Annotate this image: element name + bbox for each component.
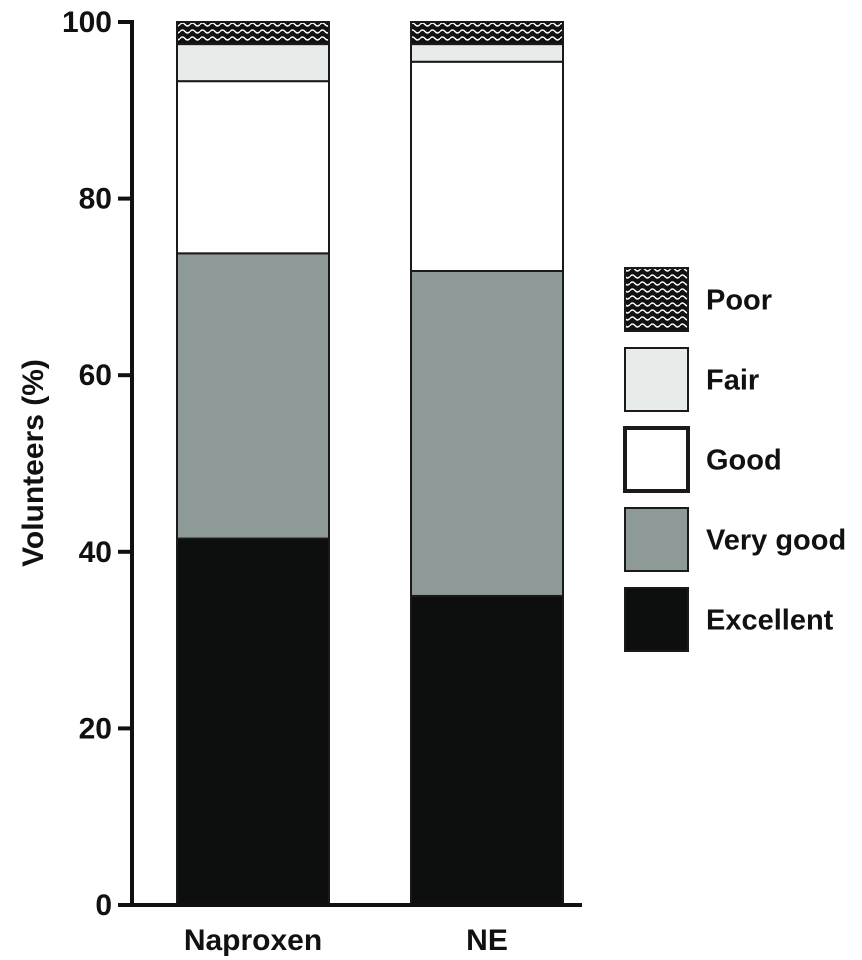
bar-segment-naproxen-poor	[176, 21, 330, 46]
y-axis-title: Volunteers (%)	[17, 359, 50, 567]
legend-swatch-very-good	[624, 507, 689, 572]
legend-label-good: Good	[706, 445, 782, 477]
legend-swatch-good	[623, 426, 690, 493]
bar-segment-ne-good	[410, 60, 564, 273]
legend-label-excellent: Excellent	[706, 605, 834, 637]
bar-segment-ne-excellent	[410, 594, 564, 906]
legend-label-poor: Poor	[706, 285, 772, 317]
legend-swatch-fair	[624, 347, 689, 412]
y-tick-label-60: 60	[79, 359, 112, 392]
y-tick-label-80: 80	[79, 183, 112, 216]
y-tick-label-0: 0	[95, 889, 112, 922]
y-tick-label-40: 40	[79, 536, 112, 569]
legend: Poor Fair Good Very good Excellent	[623, 267, 846, 652]
bar-segment-naproxen-excellent	[176, 537, 330, 906]
bars-layer	[176, 21, 564, 906]
legend-swatch-excellent	[624, 587, 689, 652]
bar-segment-ne-fair	[410, 43, 564, 63]
bar-segment-naproxen-very-good	[176, 252, 330, 540]
legend-swatch-poor	[624, 267, 689, 332]
x-tick-label-ne: NE	[466, 924, 508, 957]
bar-segment-ne-very-good	[410, 270, 564, 597]
bar-segment-naproxen-good	[176, 80, 330, 255]
legend-label-fair: Fair	[706, 365, 759, 397]
y-tick-label-100: 100	[62, 6, 112, 39]
y-tick-label-20: 20	[79, 712, 112, 745]
bar-segment-naproxen-fair	[176, 43, 330, 83]
bar-segment-ne-poor	[410, 21, 564, 46]
x-tick-label-naproxen: Naproxen	[184, 924, 322, 957]
axes-layer: Naproxen NE 0 20 40 60 80 100 Volunteers (%)	[17, 6, 582, 957]
legend-label-very-good: Very good	[706, 525, 846, 557]
